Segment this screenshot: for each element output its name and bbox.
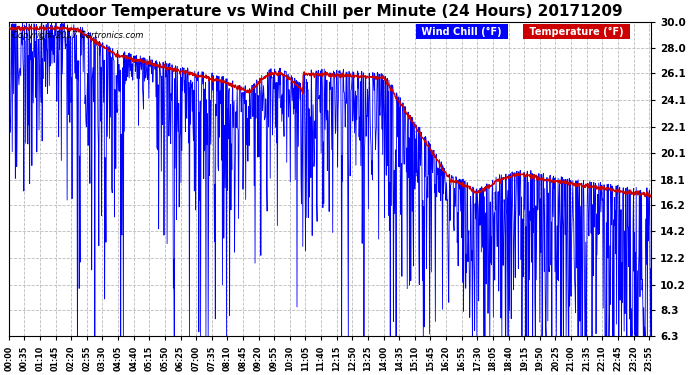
Title: Outdoor Temperature vs Wind Chill per Minute (24 Hours) 20171209: Outdoor Temperature vs Wind Chill per Mi… [37, 4, 623, 19]
Text: Copyright 2017 Cartronics.com: Copyright 2017 Cartronics.com [12, 31, 144, 40]
Text: Temperature (°F): Temperature (°F) [526, 27, 627, 36]
Text: Wind Chill (°F): Wind Chill (°F) [418, 27, 506, 36]
